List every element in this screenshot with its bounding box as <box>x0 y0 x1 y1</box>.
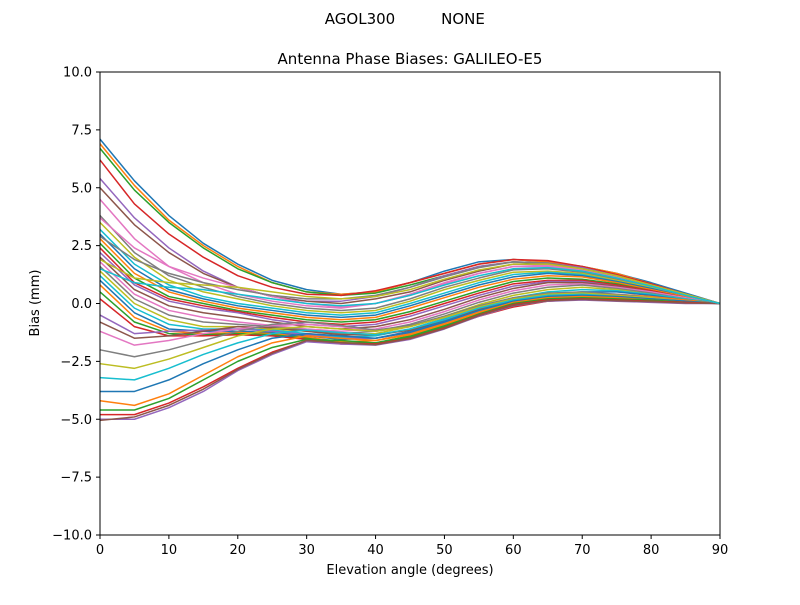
series-line-azimuth-08 <box>99 215 721 312</box>
series-line-azimuth-31 <box>100 294 721 393</box>
y-tick-label: 0.0 <box>71 297 92 312</box>
x-tick-label: 40 <box>367 543 384 558</box>
series-line-azimuth-09 <box>99 221 721 314</box>
series-line-azimuth-28 <box>99 291 721 358</box>
series-line-azimuth-32 <box>99 295 721 407</box>
x-tick-label: 50 <box>436 543 453 558</box>
series-line-azimuth-29 <box>99 292 721 370</box>
y-tick-label: 2.5 <box>71 239 92 254</box>
series-layer <box>99 138 721 422</box>
series-line-azimuth-18 <box>99 265 721 335</box>
radome-name: NONE <box>441 10 485 28</box>
y-tick-label: −7.5 <box>60 471 92 486</box>
series-line-azimuth-16 <box>99 256 721 330</box>
x-tick-label: 20 <box>230 543 247 558</box>
y-tick-label: −10.0 <box>52 529 92 544</box>
series-line-azimuth-33 <box>100 296 721 411</box>
y-tick-label: 10.0 <box>63 66 92 81</box>
chart-title: Antenna Phase Biases: GALILEO-E5 <box>278 50 543 68</box>
series-line-azimuth-35 <box>100 299 720 420</box>
x-axis-label: Elevation angle (degrees) <box>326 563 493 578</box>
y-tick-label: −2.5 <box>60 355 92 370</box>
x-axis-ticks: 0 10 20 30 40 50 60 70 80 90 <box>96 535 728 558</box>
x-tick-label: 90 <box>712 543 729 558</box>
series-line-azimuth-11 <box>99 233 721 319</box>
series-line-azimuth-12 <box>99 238 721 321</box>
x-tick-label: 10 <box>161 543 178 558</box>
x-tick-label: 30 <box>298 543 315 558</box>
series-line-azimuth-36 <box>99 298 721 422</box>
y-axis-label: Bias (mm) <box>28 270 43 337</box>
antenna-name: AGOL300 <box>325 10 395 28</box>
series-line-azimuth-04 <box>99 159 721 305</box>
x-tick-label: 0 <box>96 543 104 558</box>
series-line-azimuth-39 <box>99 258 721 305</box>
y-tick-label: 7.5 <box>71 123 92 138</box>
y-axis-ticks: −10.0 −7.5 −5.0 −2.5 0.0 2.5 5.0 7.5 10.0 <box>52 66 100 544</box>
series-line-azimuth-40 <box>99 266 721 307</box>
y-tick-label: 5.0 <box>71 181 92 196</box>
series-line-azimuth-13 <box>99 242 721 323</box>
series-line-azimuth-14 <box>99 247 721 326</box>
x-tick-label: 70 <box>574 543 591 558</box>
y-tick-label: −5.0 <box>60 413 92 428</box>
series-line-azimuth-17 <box>99 261 721 333</box>
x-tick-label: 60 <box>505 543 522 558</box>
x-tick-label: 80 <box>643 543 660 558</box>
